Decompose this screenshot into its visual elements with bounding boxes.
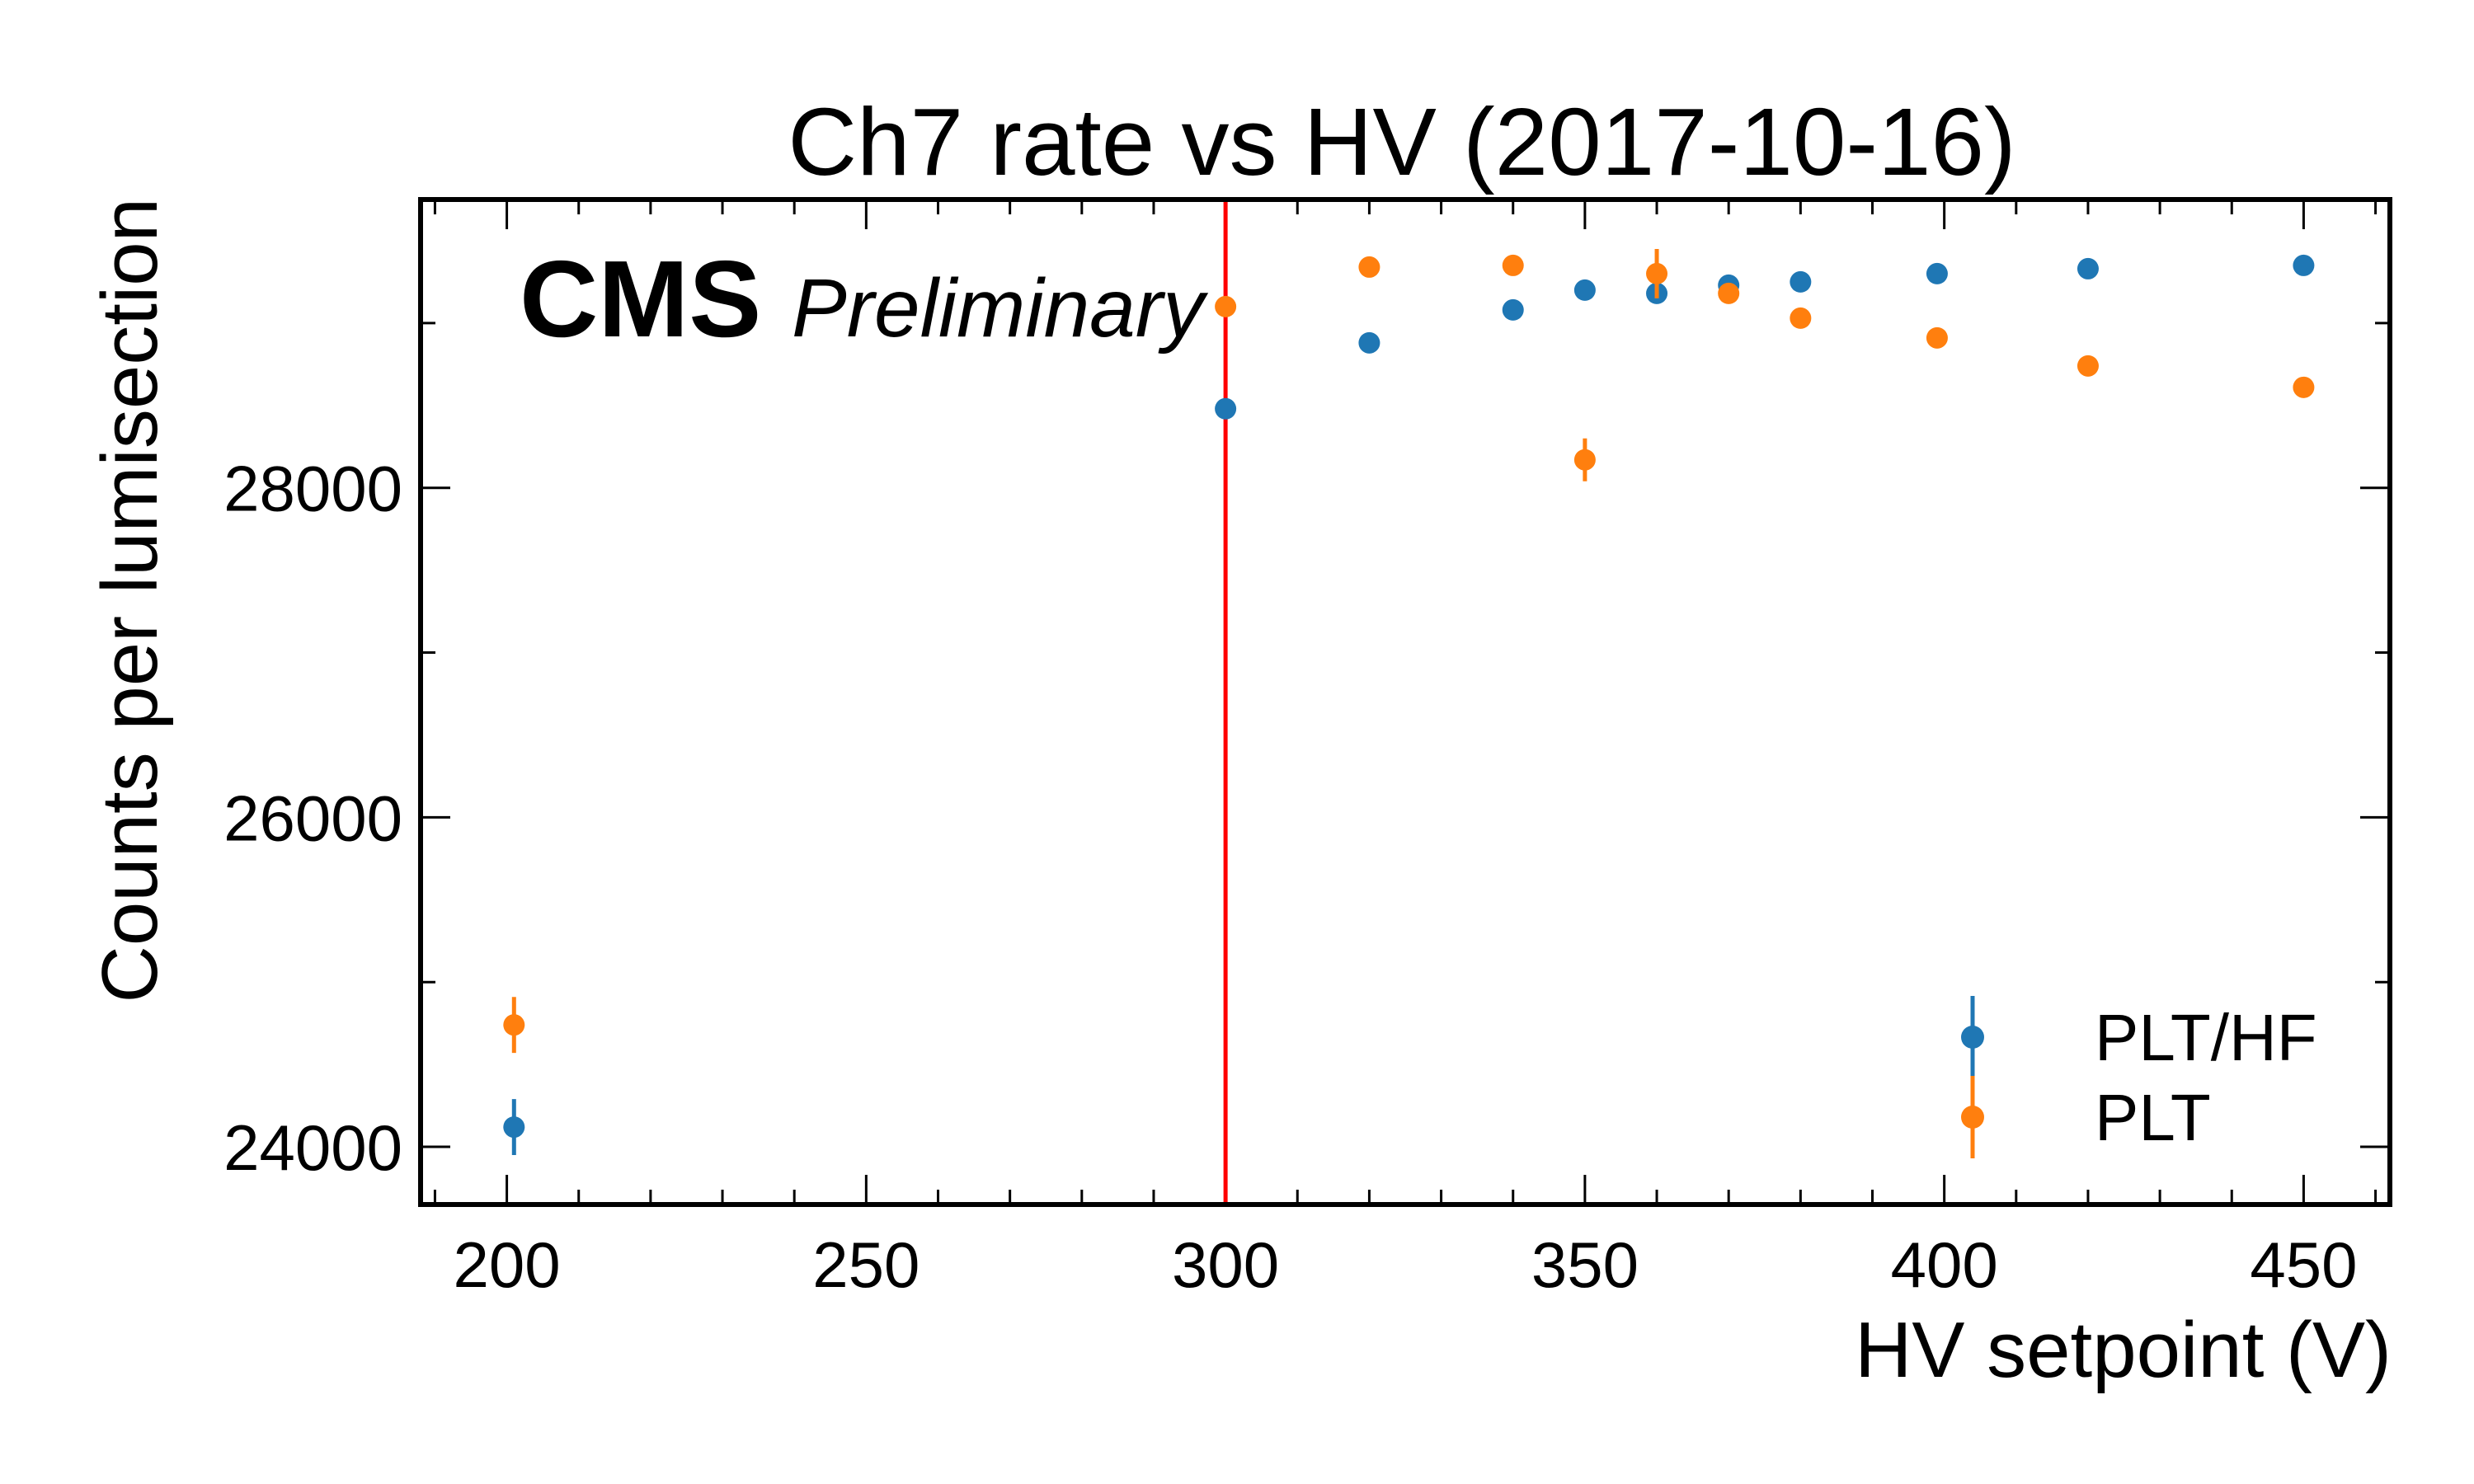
data-point bbox=[1358, 256, 1380, 278]
data-point bbox=[2293, 376, 2315, 398]
data-points bbox=[503, 248, 2315, 1156]
data-point bbox=[1926, 326, 1948, 349]
data-point bbox=[503, 1116, 525, 1139]
series-plt bbox=[503, 248, 2315, 1054]
data-point bbox=[503, 1014, 525, 1036]
x-tick-label: 250 bbox=[812, 1228, 920, 1301]
data-point bbox=[2077, 257, 2099, 279]
data-point bbox=[1646, 262, 1668, 284]
x-tick-label: 300 bbox=[1172, 1228, 1279, 1301]
x-tick-label: 200 bbox=[454, 1228, 561, 1301]
y-tick-label: 26000 bbox=[223, 782, 402, 854]
legend-label: PLT/HF bbox=[2095, 1001, 2317, 1074]
data-point bbox=[1926, 262, 1948, 284]
x-axis-label: HV setpoint (V) bbox=[1855, 1306, 2392, 1394]
legend-marker bbox=[1961, 1026, 1984, 1049]
data-point bbox=[1215, 295, 1237, 317]
tick-labels: 200 250 300 350 400 450 24000 26000 28000 bbox=[223, 453, 2357, 1301]
data-point bbox=[1573, 279, 1596, 301]
x-tick-label: 350 bbox=[1531, 1228, 1639, 1301]
data-point bbox=[1502, 298, 1524, 321]
preliminary-label: Preliminary bbox=[792, 262, 1209, 355]
chart-title: Ch7 rate vs HV (2017-10-16) bbox=[788, 88, 2015, 195]
series-plt-hf bbox=[503, 254, 2315, 1156]
y-tick-label: 24000 bbox=[223, 1111, 402, 1184]
y-tick-label: 28000 bbox=[223, 453, 402, 525]
data-point bbox=[2077, 355, 2099, 377]
data-point bbox=[1790, 307, 1812, 329]
data-point bbox=[2293, 254, 2315, 276]
plot-area: 200 250 300 350 400 450 24000 26000 28000 bbox=[223, 197, 2392, 1301]
data-point bbox=[1790, 270, 1812, 293]
data-point bbox=[1358, 331, 1380, 354]
data-point bbox=[1502, 254, 1524, 276]
data-point bbox=[1573, 448, 1596, 471]
x-tick-label: 450 bbox=[2250, 1228, 2357, 1301]
data-point bbox=[1215, 397, 1237, 420]
data-point bbox=[1718, 282, 1740, 304]
x-tick-label: 400 bbox=[1891, 1228, 1998, 1301]
legend-marker bbox=[1961, 1106, 1984, 1129]
plot-frame bbox=[418, 197, 2392, 1207]
experiment-label: CMS Preliminary bbox=[520, 238, 1209, 359]
cms-label: CMS bbox=[520, 238, 761, 359]
y-axis-label: Counts per lumisection bbox=[86, 198, 174, 1003]
legend-label: PLT bbox=[2095, 1081, 2211, 1154]
